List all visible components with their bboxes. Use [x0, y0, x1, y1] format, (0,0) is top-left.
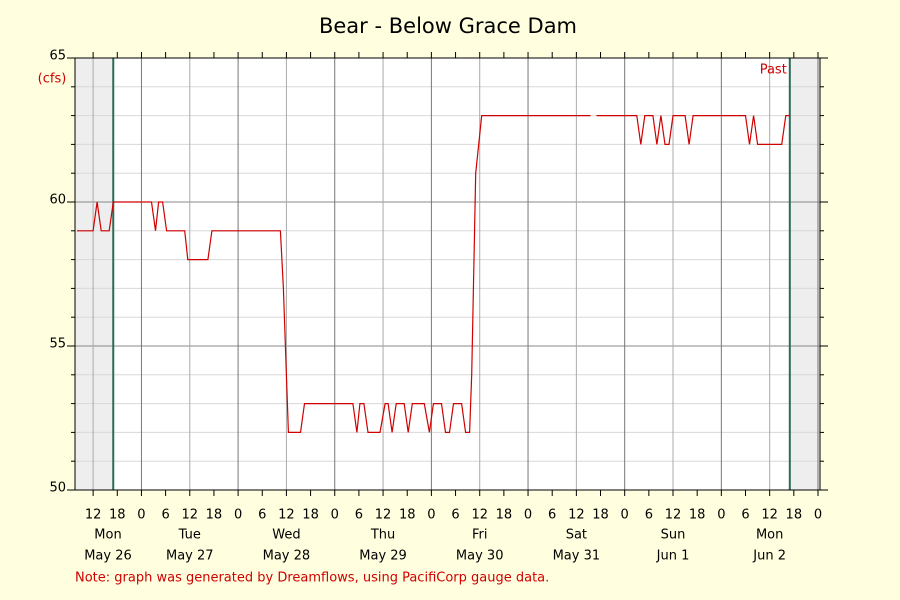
x-tick-label: 6 [161, 508, 169, 523]
x-date-label: Jun 2 [752, 549, 786, 564]
x-tick-label: 6 [451, 508, 459, 523]
plot-frame [74, 57, 821, 491]
x-tick-label: 12 [181, 508, 198, 523]
y-tick-label: 60 [49, 193, 66, 208]
past-label: Past [760, 63, 787, 78]
shade-after [789, 58, 820, 490]
x-tick-label: 12 [761, 508, 778, 523]
x-tick-label: 18 [109, 508, 126, 523]
x-tick-label: 18 [399, 508, 416, 523]
x-tick-label: 18 [302, 508, 319, 523]
x-date-label: May 26 [84, 549, 132, 564]
x-date-label: May 31 [553, 549, 601, 564]
plot-area [75, 58, 820, 490]
y-tick-label: 65 [49, 49, 66, 64]
x-tick-label: 18 [786, 508, 803, 523]
x-weekday-label: Mon [756, 528, 783, 543]
x-tick-label: 0 [137, 508, 145, 523]
x-weekday-label: Tue [178, 528, 201, 543]
note: Note: graph was generated by Dreamflows,… [75, 571, 549, 586]
x-tick-label: 6 [645, 508, 653, 523]
x-weekday-label: Sun [661, 528, 686, 543]
x-tick-label: 18 [206, 508, 223, 523]
shade-before [75, 58, 114, 490]
x-weekday-label: Wed [272, 528, 300, 543]
x-weekday-label: Sat [566, 528, 587, 543]
x-tick-label: 12 [375, 508, 392, 523]
x-tick-label: 18 [592, 508, 609, 523]
y-tick-label: 50 [49, 481, 66, 496]
x-weekday-label: Mon [94, 528, 121, 543]
x-tick-label: 18 [689, 508, 706, 523]
x-tick-label: 12 [85, 508, 102, 523]
y-unit: (cfs) [38, 72, 67, 87]
x-date-label: Jun 1 [656, 549, 690, 564]
x-date-label: May 30 [456, 549, 504, 564]
x-tick-label: 6 [258, 508, 266, 523]
x-weekday-label: Fri [472, 528, 488, 543]
series-line [77, 115, 790, 433]
x-tick-label: 0 [814, 508, 822, 523]
chart-title: Bear - Below Grace Dam [319, 14, 577, 38]
x-date-label: May 28 [263, 549, 311, 564]
x-tick-label: 0 [621, 508, 629, 523]
x-tick-label: 0 [331, 508, 339, 523]
x-tick-label: 12 [278, 508, 295, 523]
x-tick-label: 0 [717, 508, 725, 523]
x-tick-label: 6 [355, 508, 363, 523]
x-tick-label: 12 [568, 508, 585, 523]
x-tick-label: 18 [496, 508, 513, 523]
x-tick-label: 6 [741, 508, 749, 523]
x-tick-label: 0 [524, 508, 532, 523]
x-weekday-label: Thu [370, 528, 395, 543]
x-date-label: May 29 [359, 549, 407, 564]
x-tick-label: 0 [427, 508, 435, 523]
x-tick-label: 12 [471, 508, 488, 523]
y-tick-label: 55 [49, 337, 66, 352]
x-date-label: May 27 [166, 549, 214, 564]
x-tick-label: 6 [548, 508, 556, 523]
x-tick-label: 12 [665, 508, 682, 523]
x-tick-label: 0 [234, 508, 242, 523]
